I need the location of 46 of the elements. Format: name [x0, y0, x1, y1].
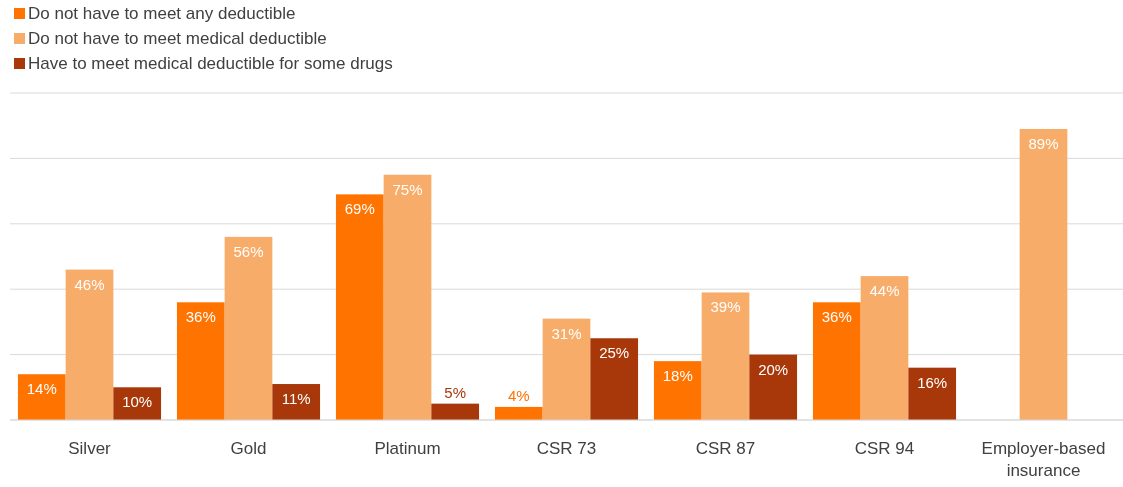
bar	[542, 318, 591, 420]
data-label: 31%	[551, 324, 582, 342]
bar	[908, 367, 957, 420]
data-label: 36%	[185, 308, 216, 326]
data-label: 89%	[1028, 134, 1059, 152]
data-label: 25%	[599, 344, 630, 362]
data-label: 20%	[758, 360, 789, 378]
bar	[17, 374, 66, 420]
legend-label: Do not have to meet medical deductible	[28, 29, 327, 48]
bar	[590, 338, 639, 420]
x-tick-label: Platinum	[374, 439, 441, 458]
data-label: 46%	[74, 275, 105, 293]
data-label: 4%	[507, 386, 530, 404]
legend-label: Do not have to meet any deductible	[28, 4, 296, 23]
bar	[701, 292, 750, 420]
data-label: 16%	[917, 373, 948, 391]
data-label: 56%	[233, 242, 264, 260]
data-label: 10%	[122, 393, 153, 411]
x-tick-label: Silver	[68, 439, 112, 458]
data-label: 44%	[869, 282, 900, 300]
data-label: 39%	[710, 298, 741, 316]
x-tick-label: CSR 94	[854, 439, 915, 458]
legend-label: Have to meet medical deductible for some drugs	[28, 54, 393, 73]
x-tick-label: Employer-based insurance	[981, 439, 1106, 480]
bar	[653, 361, 702, 420]
bar	[65, 269, 114, 420]
x-tick-label: CSR 87	[695, 439, 756, 458]
bar	[812, 302, 861, 420]
data-label: 75%	[392, 180, 423, 198]
data-label: 5%	[444, 383, 467, 401]
data-label: 11%	[281, 390, 311, 408]
x-tick-label: Gold	[230, 439, 267, 458]
bar	[176, 302, 225, 420]
x-tick-label: CSR 73	[536, 439, 597, 458]
data-label: 14%	[26, 380, 57, 398]
bar	[749, 354, 798, 420]
data-label: 69%	[344, 200, 375, 218]
bar	[431, 403, 480, 420]
data-label: 18%	[662, 367, 693, 385]
bar	[335, 194, 384, 420]
bar	[1019, 128, 1068, 420]
bar	[494, 406, 543, 420]
data-label: 36%	[821, 308, 852, 326]
bar	[383, 174, 432, 420]
bar	[860, 276, 909, 420]
bar	[224, 236, 273, 420]
